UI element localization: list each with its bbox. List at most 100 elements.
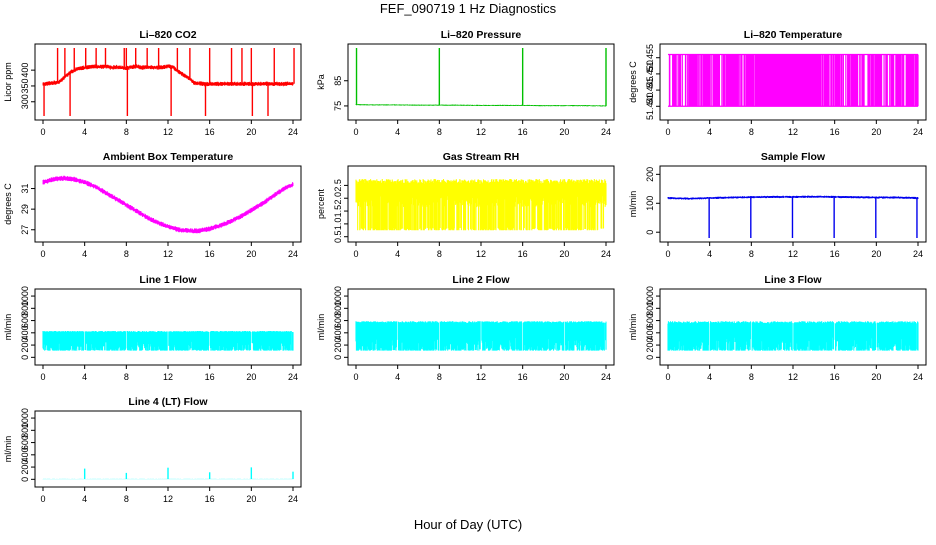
- y-axis-label: ml/min: [3, 436, 13, 463]
- x-tick-label: 12: [788, 249, 798, 259]
- x-tick-label: 24: [288, 372, 298, 382]
- x-tick-label: 0: [40, 494, 45, 504]
- y-tick-label: 0: [333, 355, 343, 360]
- x-tick-label: 24: [913, 372, 923, 382]
- x-tick-label: 4: [82, 127, 87, 137]
- series-4: [356, 179, 606, 230]
- x-tick-label: 12: [163, 249, 173, 259]
- x-tick-label: 8: [124, 372, 129, 382]
- x-tick-label: 20: [559, 372, 569, 382]
- x-tick-label: 12: [788, 127, 798, 137]
- y-tick-label: 0: [20, 477, 30, 482]
- x-tick-label: 24: [288, 494, 298, 504]
- panel-title: Line 4 (LT) Flow: [128, 396, 208, 408]
- x-tick-label: 16: [830, 127, 840, 137]
- x-tick-label: 8: [124, 494, 129, 504]
- data-band: [668, 321, 918, 350]
- x-tick-label: 20: [559, 249, 569, 259]
- y-tick-label: 27: [20, 225, 30, 235]
- x-tick-label: 20: [871, 249, 881, 259]
- series-9: [43, 467, 293, 479]
- x-tick-label: 20: [871, 372, 881, 382]
- y-tick-label: 51.455: [645, 44, 655, 72]
- x-tick-label: 0: [665, 127, 670, 137]
- figure-title: FEF_090719 1 Hz Diagnostics: [0, 1, 936, 16]
- x-tick-label: 20: [559, 127, 569, 137]
- panel-title: Li–820 Temperature: [744, 29, 843, 41]
- x-tick-label: 8: [749, 372, 754, 382]
- x-tick-label: 0: [40, 249, 45, 259]
- x-tick-label: 24: [288, 249, 298, 259]
- x-tick-label: 16: [518, 249, 528, 259]
- series-1: [356, 48, 606, 107]
- x-tick-label: 4: [395, 372, 400, 382]
- x-tick-label: 0: [353, 127, 358, 137]
- x-tick-label: 8: [749, 249, 754, 259]
- x-tick-label: 4: [82, 249, 87, 259]
- y-tick-label: 0: [20, 355, 30, 360]
- y-tick-label: 0: [645, 355, 655, 360]
- x-tick-label: 4: [707, 372, 712, 382]
- y-axis-label: ml/min: [3, 314, 13, 341]
- x-tick-label: 24: [288, 127, 298, 137]
- series-5: [668, 196, 918, 238]
- x-tick-label: 0: [353, 249, 358, 259]
- x-tick-label: 24: [601, 372, 611, 382]
- y-tick-label: 0.5: [333, 230, 343, 243]
- x-tick-label: 8: [749, 127, 754, 137]
- x-tick-label: 24: [601, 249, 611, 259]
- data-trace: [43, 64, 293, 86]
- data-band: [43, 331, 293, 351]
- x-tick-label: 8: [124, 127, 129, 137]
- x-tick-label: 12: [788, 372, 798, 382]
- x-tick-label: 0: [353, 372, 358, 382]
- panel-title: Line 2 Flow: [452, 274, 510, 286]
- y-tick-label: 1000: [20, 408, 30, 428]
- y-tick-label: 350: [20, 78, 30, 93]
- y-tick-label: 300: [20, 94, 30, 109]
- series-8: [668, 321, 918, 350]
- x-tick-label: 12: [163, 494, 173, 504]
- series-6: [43, 331, 293, 351]
- data-band: [356, 179, 606, 230]
- x-tick-label: 12: [476, 127, 486, 137]
- x-tick-label: 16: [830, 372, 840, 382]
- data-trace: [356, 104, 606, 106]
- x-tick-label: 24: [913, 249, 923, 259]
- x-tick-label: 4: [82, 494, 87, 504]
- y-axis-label: ml/min: [628, 314, 638, 341]
- y-axis-label: degrees C: [3, 183, 13, 225]
- data-trace: [43, 176, 293, 234]
- x-tick-label: 24: [601, 127, 611, 137]
- x-axis-title: Hour of Day (UTC): [0, 517, 936, 532]
- x-tick-label: 16: [205, 127, 215, 137]
- y-tick-label: 200: [645, 167, 655, 182]
- x-tick-label: 12: [476, 372, 486, 382]
- x-tick-label: 8: [437, 249, 442, 259]
- plot-frame: [348, 44, 614, 120]
- x-tick-label: 4: [395, 249, 400, 259]
- data-band: [356, 321, 606, 350]
- series-3: [43, 176, 293, 234]
- x-tick-label: 16: [205, 249, 215, 259]
- x-tick-label: 24: [913, 127, 923, 137]
- x-tick-label: 20: [246, 127, 256, 137]
- y-tick-label: 75: [333, 101, 343, 111]
- x-tick-label: 12: [476, 249, 486, 259]
- y-tick-label: 31: [20, 184, 30, 194]
- x-tick-label: 16: [830, 249, 840, 259]
- y-tick-label: 29: [20, 204, 30, 214]
- y-axis-label: ml/min: [316, 314, 326, 341]
- y-tick-label: 2.0: [333, 192, 343, 205]
- x-tick-label: 8: [124, 249, 129, 259]
- x-tick-label: 8: [437, 127, 442, 137]
- y-tick-label: 1.0: [333, 218, 343, 231]
- y-axis-label: kPa: [316, 74, 326, 90]
- y-tick-label: 100: [645, 196, 655, 211]
- x-tick-label: 16: [205, 372, 215, 382]
